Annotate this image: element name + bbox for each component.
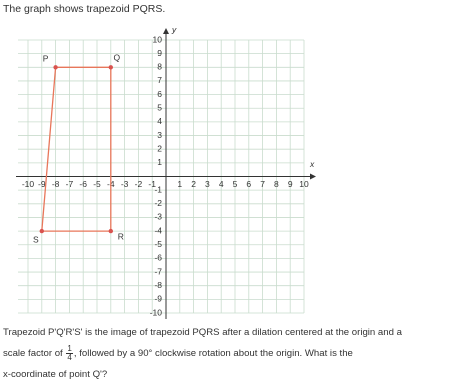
- y-tick-label: 3: [157, 130, 162, 140]
- x-tick-label: -5: [93, 179, 101, 189]
- y-tick-label: -8: [154, 280, 162, 290]
- x-tick-label: 5: [233, 179, 238, 189]
- y-tick-label: -5: [154, 239, 162, 249]
- header: The graph shows trapezoid PQRS.: [3, 3, 166, 15]
- y-tick-label: -6: [154, 253, 162, 263]
- x-tick-label: -3: [121, 179, 129, 189]
- vertex-label: Q: [113, 53, 120, 63]
- x-tick-label: 6: [246, 179, 251, 189]
- y-tick-label: 5: [157, 103, 162, 113]
- question: Trapezoid P'Q'R'S' is the image of trape…: [3, 322, 463, 385]
- y-tick-label: -4: [154, 225, 162, 235]
- y-tick-label: -7: [154, 266, 162, 276]
- question-text: Trapezoid P'Q'R'S' is the image of trape…: [3, 327, 402, 338]
- y-tick-label: 4: [157, 116, 162, 126]
- y-tick-label: -10: [150, 307, 163, 317]
- x-tick-label: 7: [260, 179, 265, 189]
- x-tick-label: 8: [274, 179, 279, 189]
- y-tick-label: -2: [154, 198, 162, 208]
- x-tick-label: -1: [148, 179, 156, 189]
- vertex-label: R: [118, 231, 124, 241]
- axis-label: y: [171, 24, 177, 34]
- vertex: [39, 228, 44, 234]
- y-tick-label: 1: [157, 157, 162, 167]
- question-text: x-coordinate of point Q'?: [3, 369, 108, 380]
- y-tick-label: -3: [154, 212, 162, 222]
- vertex-label: P: [43, 54, 49, 64]
- axis-label: x: [309, 159, 315, 169]
- y-tick-label: 6: [157, 89, 162, 99]
- y-tick-label: 10: [153, 34, 163, 44]
- x-tick-label: 10: [299, 179, 309, 189]
- x-tick-label: -10: [22, 179, 35, 189]
- numerator: 1: [66, 343, 73, 354]
- vertex-label: S: [33, 234, 39, 244]
- x-tick-label: -8: [52, 179, 60, 189]
- x-tick-label: -9: [38, 179, 46, 189]
- y-tick-label: -9: [154, 294, 162, 304]
- x-tick-label: 1: [177, 179, 182, 189]
- arrow: [163, 28, 169, 34]
- graph: xy-10 -9 -8 -7 -6 -5 -4 -3 -2 -1 1 2 3 4 5 6 7 8 9 10-10-9-…: [16, 24, 316, 319]
- x-tick-label: 2: [191, 179, 196, 189]
- vertex: [108, 228, 114, 234]
- x-tick-label: -2: [135, 179, 143, 189]
- vertex: [53, 65, 58, 70]
- arrow: [310, 173, 316, 180]
- y-tick-label: 8: [157, 62, 162, 72]
- y-tick-label: 7: [157, 75, 162, 85]
- vertex: [108, 65, 114, 70]
- x-tick-label: -7: [66, 179, 74, 189]
- y-tick-label: -1: [154, 184, 162, 194]
- question-text: , followed by a 90° clockwise rotation a…: [73, 348, 353, 359]
- x-tick-label: 4: [219, 179, 224, 189]
- y-tick-label: 2: [157, 143, 162, 153]
- x-tick-label: 9: [288, 179, 293, 189]
- x-tick-label: -6: [79, 179, 87, 189]
- x-tick-label: 3: [205, 179, 210, 189]
- question-text: scale factor of: [3, 348, 63, 359]
- denominator: 4: [67, 352, 72, 362]
- y-tick-label: 9: [157, 48, 162, 58]
